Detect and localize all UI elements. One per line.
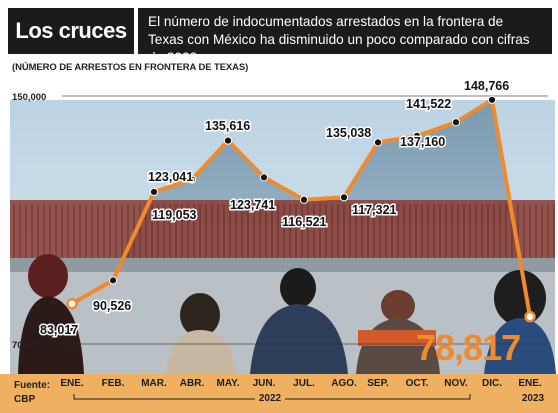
people-silhouettes: [18, 254, 556, 374]
x-tick-label: ENE.: [518, 378, 542, 389]
data-point: [487, 95, 497, 104]
x-tick-label: ABR.: [179, 378, 205, 389]
x-tick-label: FEB.: [101, 378, 125, 389]
data-label: 137,160: [400, 135, 445, 149]
x-tick-label: OCT.: [405, 378, 429, 389]
chart-title: Los cruces: [15, 18, 127, 43]
x-tick-label: MAR.: [141, 378, 167, 389]
data-label: 119,053: [152, 208, 197, 222]
data-point: [187, 175, 197, 184]
data-line: [66, 95, 536, 323]
source-label: Fuente:: [14, 380, 51, 391]
x-tick-label: AGO.: [331, 378, 357, 389]
data-point: [259, 173, 269, 182]
x-tick-label: JUL.: [293, 378, 315, 389]
chart-subtitle: El número de indocumentados arrestados e…: [148, 14, 530, 65]
data-point: [373, 138, 383, 147]
year-2022-label: 2022: [254, 393, 286, 404]
year-2023-label: 2023: [517, 393, 549, 404]
x-tick-label: MAY.: [216, 378, 240, 389]
data-point: [108, 276, 118, 285]
y-axis-ticks: 70,000 150,000: [12, 92, 46, 351]
y-axis-label: (NÚMERO DE ARRESTOS EN FRONTERA DE TEXAS…: [12, 62, 249, 73]
data-point: [223, 136, 233, 145]
data-labels: 83,017 90,526 119,053 123,041 135,616 123,741…: [39, 78, 522, 369]
data-label: 123,741: [230, 198, 275, 212]
data-label: 78,817: [416, 327, 520, 368]
data-label: 148,766: [464, 79, 509, 93]
data-label: 135,038: [326, 126, 371, 140]
data-point: [339, 193, 349, 202]
source-name: CBP: [14, 394, 36, 405]
x-tick-label: NOV.: [444, 378, 468, 389]
x-tick-label: ENE.: [60, 378, 84, 389]
data-label: 141,522: [406, 97, 451, 111]
title-box: Los cruces: [8, 8, 134, 54]
data-label: 83,017: [40, 323, 78, 337]
data-point: [412, 131, 422, 140]
data-point: [66, 297, 78, 310]
data-point: [451, 118, 461, 127]
x-tick-label: DIC.: [482, 378, 502, 389]
data-label: 123,041: [148, 170, 193, 184]
data-label: 135,616: [205, 119, 250, 133]
y-tick-label: 70,000: [12, 340, 41, 351]
data-point: [149, 187, 159, 197]
subtitle-box: El número de indocumentados arrestados e…: [138, 8, 552, 65]
header: Los cruces El número de indocumentados a…: [0, 0, 558, 65]
data-point: [524, 310, 536, 323]
data-label: 117,321: [352, 203, 397, 217]
y-tick-label: 150,000: [12, 92, 46, 103]
data-point: [299, 195, 309, 204]
data-label: 90,526: [93, 299, 131, 313]
background-photo: [10, 99, 556, 374]
x-tick-label: JUN.: [252, 378, 276, 389]
x-tick-label: SEP.: [367, 378, 389, 389]
data-label: 116,521: [282, 215, 327, 229]
gridlines: [62, 95, 548, 345]
